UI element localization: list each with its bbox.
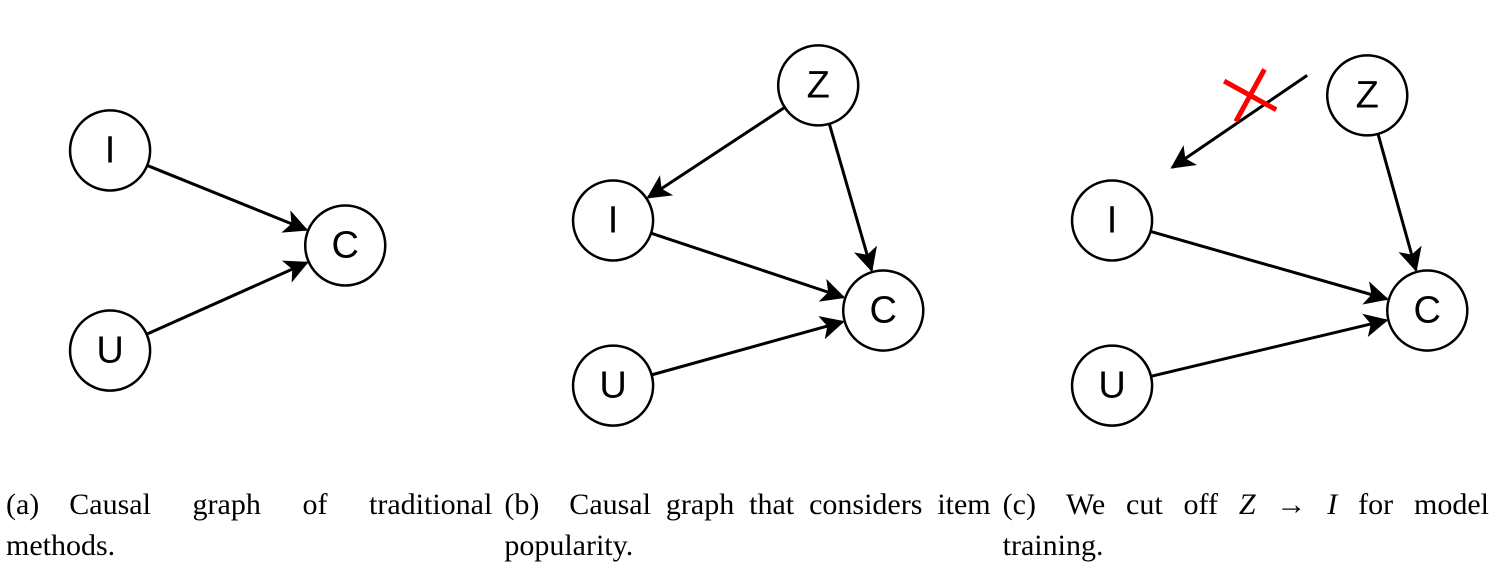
nodes-a: I U C (70, 110, 385, 390)
edge-U-C (652, 322, 843, 375)
panel-c: Z I U C (c) We cut off Z → I for model trai… (997, 0, 1495, 574)
edges-c (1150, 134, 1415, 376)
svg-c: Z I U C (997, 0, 1495, 481)
edge-I-C (1150, 231, 1386, 299)
caption-b: (b) Causal graph that considers item pop… (498, 481, 996, 574)
edge-Z-C (1378, 134, 1416, 270)
node-label-U: U (1098, 365, 1125, 407)
node-label-I: I (608, 199, 619, 241)
edge-I-C (651, 233, 843, 297)
edges-a (147, 165, 307, 334)
caption-a: (a) Causal graph of traditional methods. (0, 481, 498, 574)
node-C: C (305, 205, 385, 285)
graph-b: Z I U C (498, 0, 996, 481)
nodes-b: Z I U C (573, 45, 923, 425)
node-I: I (1072, 180, 1152, 260)
node-label-C: C (331, 225, 358, 267)
edge-Z-I (649, 107, 786, 197)
node-C: C (844, 271, 924, 351)
node-U: U (1072, 346, 1152, 426)
edge-Z-C (830, 124, 872, 270)
edge-U-C (147, 263, 307, 335)
node-U: U (573, 346, 653, 426)
panel-a: I U C (a) Causal graph of traditional meth… (0, 0, 498, 574)
node-I: I (573, 180, 653, 260)
node-label-C: C (1413, 290, 1440, 332)
figure-container: I U C (a) Causal graph of traditional meth… (0, 0, 1495, 574)
node-label-U: U (600, 365, 627, 407)
node-label-I: I (1106, 199, 1117, 241)
cut-edge-c (1172, 69, 1307, 167)
node-Z: Z (779, 45, 859, 125)
graph-a: I U C (0, 0, 498, 481)
node-label-C: C (870, 290, 897, 332)
graph-c: Z I U C (997, 0, 1495, 481)
node-C: C (1387, 271, 1467, 351)
edge-U-C (1151, 320, 1386, 376)
svg-b: Z I U C (498, 0, 996, 481)
panel-b: Z I U C (b) Causal graph that considers ite… (498, 0, 996, 574)
node-U: U (70, 311, 150, 391)
svg-a: I U C (0, 0, 498, 481)
edges-b (649, 107, 872, 374)
edge-I-C (147, 165, 306, 229)
node-label-I: I (105, 129, 116, 171)
node-label-Z: Z (807, 64, 830, 106)
node-Z: Z (1327, 55, 1407, 135)
node-label-U: U (96, 330, 123, 372)
node-label-Z: Z (1355, 74, 1378, 116)
node-I: I (70, 110, 150, 190)
caption-c: (c) We cut off Z → I for model training. (997, 481, 1495, 574)
